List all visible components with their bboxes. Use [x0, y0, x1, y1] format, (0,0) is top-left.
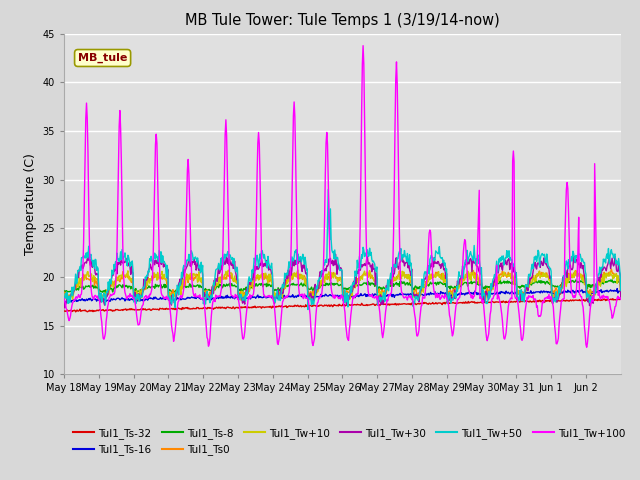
Y-axis label: Temperature (C): Temperature (C): [24, 153, 37, 255]
Text: MB_tule: MB_tule: [78, 53, 127, 63]
Legend: Tul1_Ts-32, Tul1_Ts-16, Tul1_Ts-8, Tul1_Ts0, Tul1_Tw+10, Tul1_Tw+30, Tul1_Tw+50,: Tul1_Ts-32, Tul1_Ts-16, Tul1_Ts-8, Tul1_…: [69, 424, 629, 459]
Title: MB Tule Tower: Tule Temps 1 (3/19/14-now): MB Tule Tower: Tule Temps 1 (3/19/14-now…: [185, 13, 500, 28]
